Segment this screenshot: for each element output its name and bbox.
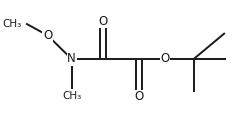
Text: O: O [160,53,170,65]
Text: CH₃: CH₃ [2,19,21,29]
Text: O: O [43,29,52,42]
Text: O: O [98,15,107,28]
Text: O: O [134,90,143,103]
Text: N: N [67,53,76,65]
Text: CH₃: CH₃ [62,91,81,101]
